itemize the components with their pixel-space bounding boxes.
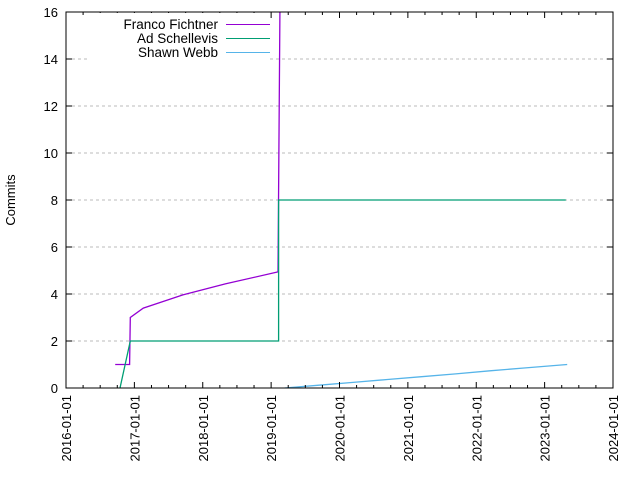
- x-tick-label: 2023-01-01: [538, 395, 553, 462]
- y-tick-label: 14: [44, 52, 58, 67]
- y-axis-title: Commits: [3, 174, 18, 226]
- data-series: [115, 12, 568, 388]
- y-tick-label: 6: [51, 240, 58, 255]
- series-line-ad-schellevis: [119, 199, 566, 388]
- y-tick-label: 0: [51, 381, 58, 396]
- x-tick-label: 2024-01-01: [606, 395, 621, 462]
- y-tick-label: 12: [44, 99, 58, 114]
- legend-item-ad-schellevis: Ad Schellevis: [87, 30, 270, 46]
- x-tick-label: 2020-01-01: [333, 395, 348, 462]
- legend-label-ad-schellevis: Ad Schellevis: [136, 30, 218, 46]
- x-axis-tick-labels: 2016-01-01 2017-01-01 2018-01-01 2019-01-01…: [59, 395, 621, 462]
- x-tick-label: 2017-01-01: [127, 395, 142, 462]
- y-tick-label: 10: [44, 146, 58, 161]
- y-tick-label: 2: [51, 334, 58, 349]
- axis-ticks: [65, 11, 614, 389]
- series-line-franco-fichtner: [115, 12, 281, 366]
- x-tick-label: 2022-01-01: [469, 395, 484, 462]
- legend-line-sample-ad-schellevis: [226, 37, 270, 39]
- y-axis-tick-labels: 0 2 4 6 8 10 12 14 16: [44, 5, 58, 396]
- series-line-shawn-webb: [284, 363, 568, 388]
- y-tick-label: 4: [51, 287, 58, 302]
- legend: Franco Fichtner Ad Schellevis Shawn Webb: [87, 13, 270, 63]
- legend-label-franco-fichtner: Franco Fichtner: [123, 16, 218, 32]
- x-tick-label: 2021-01-01: [401, 395, 416, 462]
- legend-item-franco-fichtner: Franco Fichtner: [87, 16, 270, 32]
- x-tick-label: 2016-01-01: [59, 395, 74, 462]
- x-tick-label: 2018-01-01: [196, 395, 211, 462]
- legend-item-shawn-webb: Shawn Webb: [87, 44, 270, 60]
- x-tick-label: 2019-01-01: [264, 395, 279, 462]
- y-tick-label: 8: [51, 193, 58, 208]
- legend-label-shawn-webb: Shawn Webb: [137, 44, 218, 60]
- legend-line-sample-shawn-webb: [226, 51, 270, 53]
- legend-line-sample-franco-fichtner: [226, 23, 270, 25]
- y-tick-label: 16: [44, 5, 58, 20]
